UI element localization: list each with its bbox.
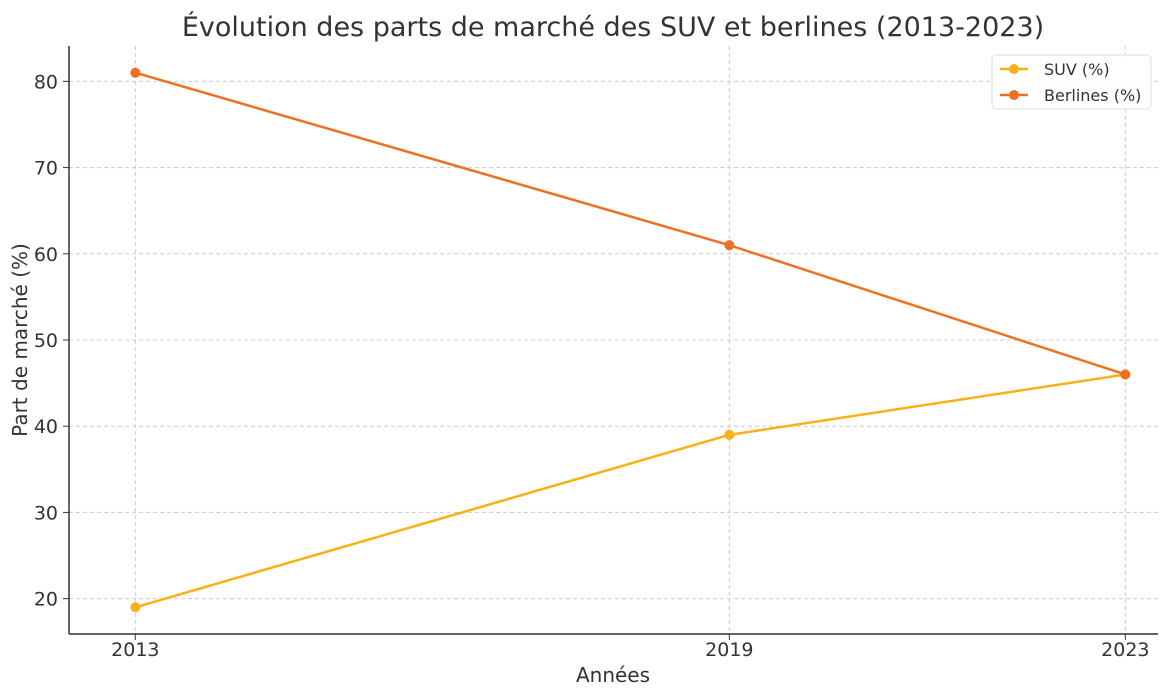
x-tick-label: 2023: [1101, 639, 1149, 661]
legend-label: SUV (%): [1044, 60, 1110, 79]
data-point-0-0: [130, 602, 141, 613]
data-point-0-1: [724, 429, 735, 440]
x-tick-label: 2013: [111, 639, 159, 661]
y-tick-label: 20: [34, 589, 58, 611]
legend-swatch-marker: [1009, 64, 1019, 74]
x-tick-label: 2019: [705, 639, 753, 661]
x-axis-label: Années: [576, 663, 650, 687]
chart-title: Évolution des parts de marché des SUV et…: [182, 11, 1044, 43]
legend-swatch-marker: [1009, 90, 1019, 100]
y-tick-label: 30: [34, 502, 58, 524]
legend: SUV (%) Berlines (%): [991, 54, 1152, 110]
series-line-0: [134, 373, 1126, 609]
y-tick-label: 40: [34, 416, 58, 438]
y-axis-label: Part de marché (%): [8, 243, 32, 437]
series-line-1: [134, 71, 1126, 376]
data-point-1-0: [130, 67, 141, 78]
legend-box: [991, 54, 1152, 110]
grid: [69, 46, 1158, 634]
data-point-1-2: [1120, 369, 1131, 380]
y-tick-label: 50: [34, 330, 58, 352]
y-tick-label: 70: [34, 158, 58, 180]
legend-label: Berlines (%): [1044, 86, 1141, 105]
y-tick-label: 80: [34, 71, 58, 93]
axes: [63, 46, 1158, 640]
series: [130, 67, 1131, 613]
y-tick-label: 60: [34, 244, 58, 266]
tick-labels: 20 30 40 50 60 70 80 2013 2019 2023: [34, 71, 1150, 661]
data-point-1-1: [724, 240, 735, 251]
